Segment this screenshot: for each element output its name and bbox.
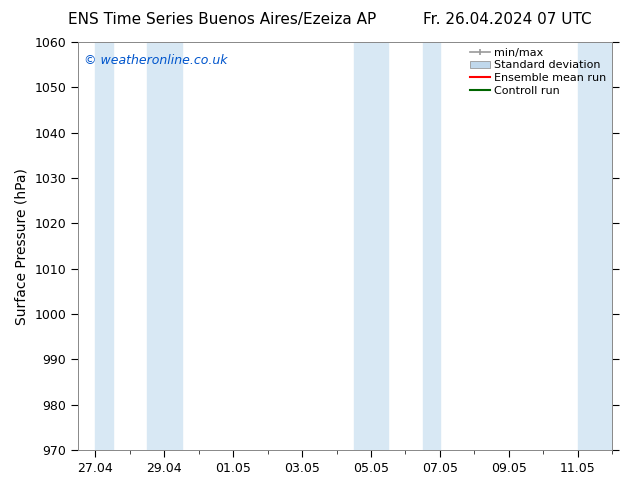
Bar	[147, 42, 181, 450]
Text: © weatheronline.co.uk: © weatheronline.co.uk	[84, 54, 227, 67]
Bar	[578, 42, 630, 450]
Text: ENS Time Series Buenos Aires/Ezeiza AP: ENS Time Series Buenos Aires/Ezeiza AP	[68, 12, 376, 27]
Y-axis label: Surface Pressure (hPa): Surface Pressure (hPa)	[15, 168, 29, 324]
Text: Fr. 26.04.2024 07 UTC: Fr. 26.04.2024 07 UTC	[423, 12, 592, 27]
Bar	[96, 42, 113, 450]
Legend: min/max, Standard deviation, Ensemble mean run, Controll run: min/max, Standard deviation, Ensemble me…	[468, 46, 609, 98]
Bar	[354, 42, 388, 450]
Bar	[423, 42, 440, 450]
